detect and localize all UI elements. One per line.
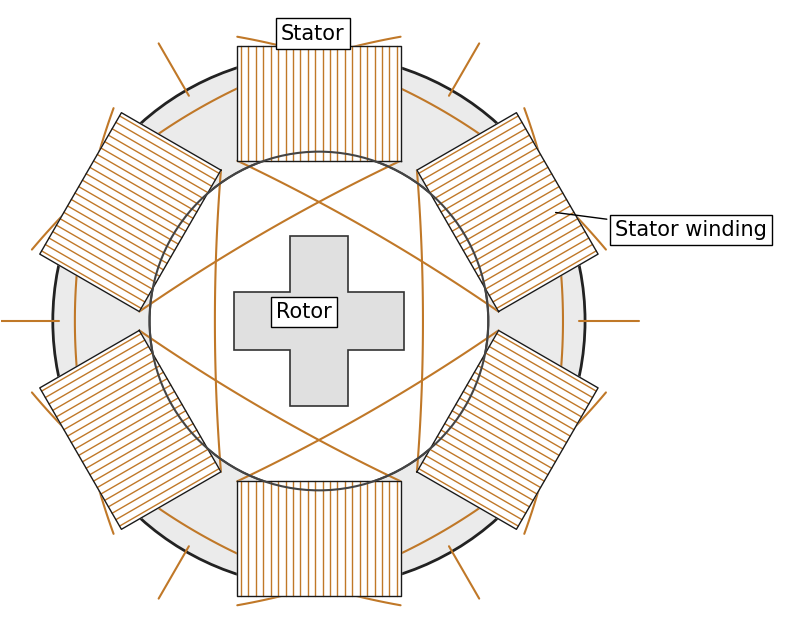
Polygon shape [417,331,598,529]
Polygon shape [40,331,221,529]
Polygon shape [237,46,400,160]
Polygon shape [417,113,598,311]
Polygon shape [237,482,400,596]
Polygon shape [234,236,403,406]
Text: Stator winding: Stator winding [556,213,768,240]
Polygon shape [40,113,221,311]
Text: Rotor: Rotor [276,302,332,322]
Circle shape [149,152,488,490]
Circle shape [53,55,585,587]
Text: Stator: Stator [281,24,345,44]
